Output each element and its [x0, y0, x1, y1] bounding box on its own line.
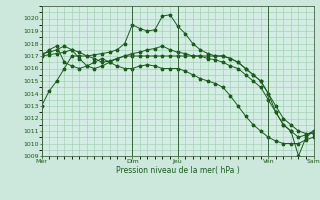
X-axis label: Pression niveau de la mer( hPa ): Pression niveau de la mer( hPa ) — [116, 166, 239, 175]
